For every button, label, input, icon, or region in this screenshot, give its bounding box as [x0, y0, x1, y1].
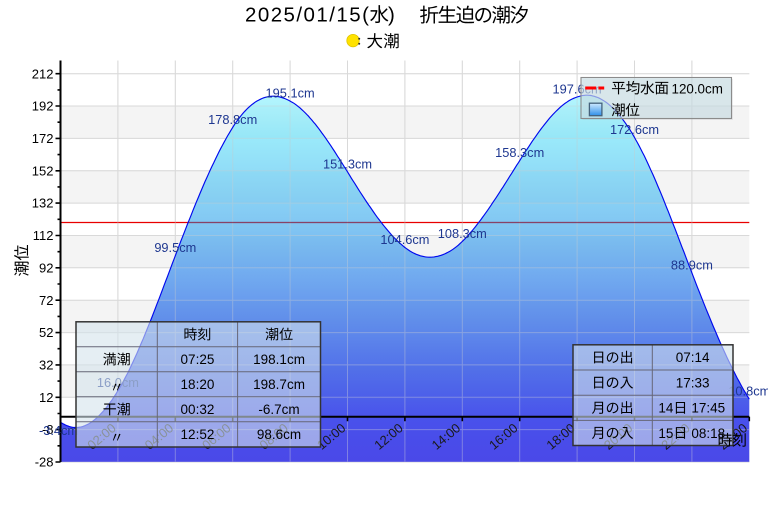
svg-text:12: 12	[39, 390, 53, 405]
svg-text:-28: -28	[35, 455, 54, 470]
svg-text:112: 112	[33, 228, 54, 243]
svg-text:98.6cm: 98.6cm	[257, 427, 301, 442]
svg-text:15: 15	[658, 426, 673, 441]
svg-text:): )	[388, 4, 395, 27]
svg-text:152: 152	[32, 163, 54, 178]
svg-text:10.8cm: 10.8cm	[728, 384, 768, 399]
svg-text:07:14: 07:14	[676, 350, 710, 365]
svg-text:08:18: 08:18	[691, 426, 725, 441]
svg-text:72: 72	[39, 293, 53, 308]
svg-text:151.3cm: 151.3cm	[323, 156, 372, 171]
svg-text:132: 132	[32, 196, 54, 211]
svg-text:-8: -8	[42, 422, 54, 437]
svg-text:07:25: 07:25	[181, 352, 215, 367]
svg-text:195.1cm: 195.1cm	[266, 85, 315, 100]
svg-text:99.5cm: 99.5cm	[154, 240, 196, 255]
svg-text:2025/01/15(: 2025/01/15(	[245, 4, 370, 27]
svg-text:92: 92	[39, 260, 53, 275]
svg-text:18:20: 18:20	[181, 377, 215, 392]
svg-text:172: 172	[32, 131, 54, 146]
svg-text:32: 32	[39, 358, 53, 373]
svg-text:172.6cm: 172.6cm	[610, 122, 659, 137]
svg-text:-6.7cm: -6.7cm	[258, 402, 299, 417]
svg-text:17:45: 17:45	[691, 401, 725, 416]
svg-text:-3.4cm: -3.4cm	[39, 423, 78, 438]
svg-text:12:52: 12:52	[181, 427, 215, 442]
svg-text:14: 14	[658, 401, 674, 416]
svg-text:88.9cm: 88.9cm	[671, 257, 713, 272]
svg-text:192: 192	[32, 99, 54, 114]
svg-text:120.0cm: 120.0cm	[672, 81, 723, 96]
svg-text:52: 52	[39, 325, 53, 340]
svg-text:00:32: 00:32	[181, 402, 215, 417]
svg-text:17:33: 17:33	[676, 375, 710, 390]
svg-text:212: 212	[32, 66, 54, 81]
svg-text:158.3cm: 158.3cm	[495, 145, 544, 160]
svg-text:198.1cm: 198.1cm	[253, 352, 305, 367]
svg-text:178.8cm: 178.8cm	[208, 112, 257, 127]
svg-text:198.7cm: 198.7cm	[253, 377, 305, 392]
svg-text:104.6cm: 104.6cm	[380, 232, 429, 247]
svg-text:108.3cm: 108.3cm	[438, 226, 487, 241]
